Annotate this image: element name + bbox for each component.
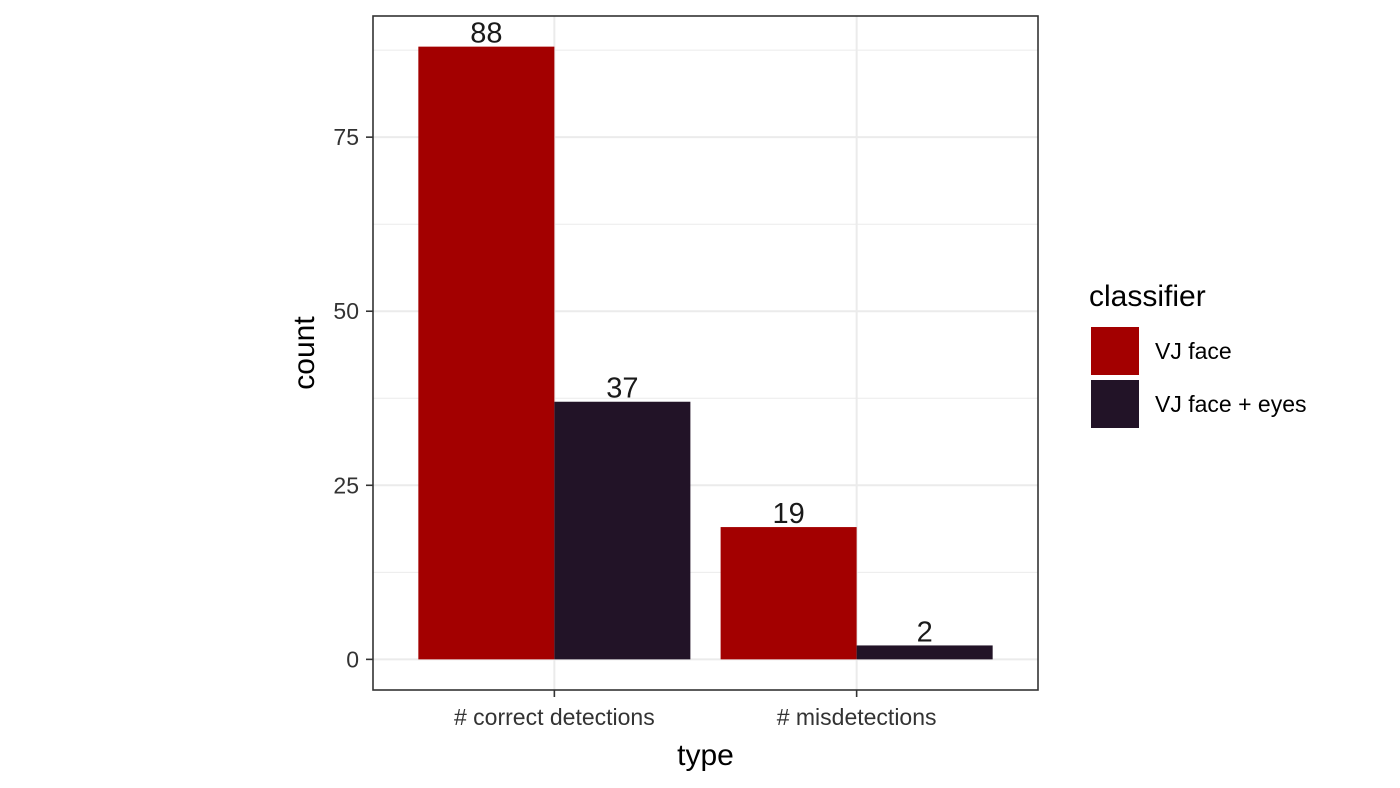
x-tick-label: # correct detections (454, 704, 655, 730)
legend-label: VJ face + eyes (1155, 391, 1307, 417)
y-tick-label: 50 (333, 298, 359, 324)
bar (856, 645, 993, 660)
x-axis-title: type (677, 739, 734, 772)
bar-layer (418, 46, 993, 660)
legend-key (1091, 380, 1139, 428)
data-label-layer: 88 19 37 2 (470, 18, 932, 649)
y-tick-label: 25 (333, 472, 359, 498)
legend-title: classifier (1089, 280, 1206, 313)
bar-value-label: 19 (772, 498, 804, 530)
legend-key (1091, 327, 1139, 375)
y-tick-label: 75 (333, 124, 359, 150)
bar (418, 46, 555, 660)
legend: classifier VJ face VJ face + eyes (1089, 280, 1307, 428)
x-tick-label: # misdetections (777, 704, 937, 730)
bar-value-label: 37 (606, 373, 638, 405)
bar-value-label: 2 (917, 616, 933, 648)
bar (720, 527, 857, 660)
y-tick-label: 0 (346, 646, 359, 672)
bar-value-label: 88 (470, 18, 502, 50)
panel-border (372, 15, 1039, 691)
y-axis-title: count (288, 316, 321, 390)
legend-label: VJ face (1155, 338, 1232, 364)
bar (554, 401, 691, 660)
axis-layer: 0 25 50 75 # correct detections # misdetectio… (333, 124, 936, 730)
